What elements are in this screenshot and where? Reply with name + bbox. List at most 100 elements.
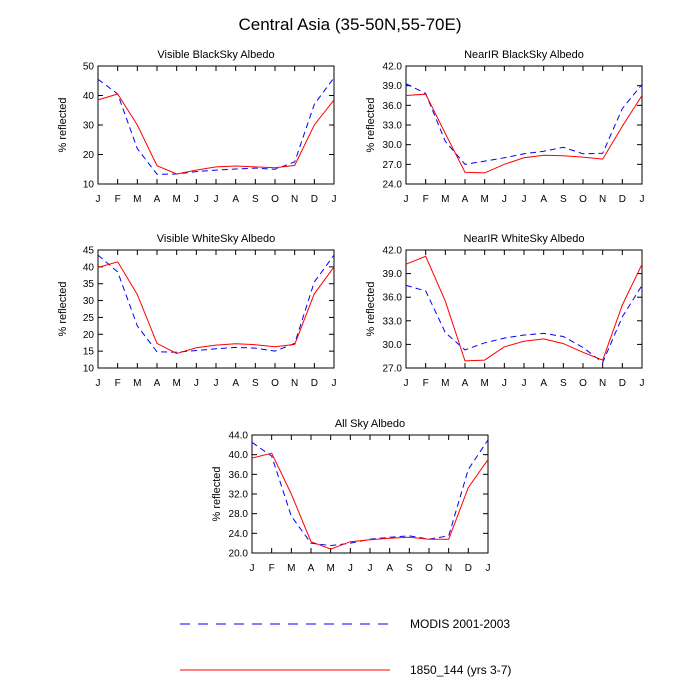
x-tick-label: M <box>480 194 488 205</box>
y-tick-label: 20 <box>83 330 95 341</box>
panel-title: NearIR BlackSky Albedo <box>464 49 584 61</box>
x-tick-label: A <box>540 378 547 389</box>
series-modis-line <box>97 254 335 353</box>
x-tick-label: D <box>311 378 318 389</box>
y-tick-label: 33.0 <box>383 121 403 132</box>
plot-frame <box>97 249 335 369</box>
x-tick-label: J <box>640 194 645 205</box>
x-tick-label: F <box>269 563 275 574</box>
series-modis-line <box>405 83 643 165</box>
series-model-line <box>405 255 643 362</box>
y-tick-label: 20.0 <box>229 549 249 560</box>
y-tick-label: 10 <box>83 364 95 375</box>
y-tick-label: 30.0 <box>383 340 403 351</box>
x-tick-label: M <box>441 378 449 389</box>
y-tick-label: 24.0 <box>383 180 403 191</box>
x-tick-label: N <box>599 194 606 205</box>
x-tick-label: J <box>522 378 527 389</box>
series-model-line <box>405 93 643 174</box>
x-tick-label: N <box>599 378 606 389</box>
x-tick-label: A <box>462 378 469 389</box>
x-tick-label: F <box>423 378 429 389</box>
y-tick-label: 40 <box>83 262 95 273</box>
x-tick-label: M <box>326 563 334 574</box>
y-tick-label: 39.0 <box>383 269 403 280</box>
x-tick-label: J <box>348 563 353 574</box>
x-tick-label: J <box>368 563 373 574</box>
legend: MODIS 2001-2003 1850_144 (yrs 3-7) <box>180 617 511 677</box>
y-tick-label: 15 <box>83 347 95 358</box>
y-tick-label: 42.0 <box>383 246 403 257</box>
panel-title: NearIR WhiteSky Albedo <box>463 233 584 245</box>
x-tick-label: J <box>214 378 219 389</box>
y-tick-label: 25 <box>83 313 95 324</box>
x-tick-label: O <box>425 563 433 574</box>
y-tick-label: 27.0 <box>383 364 403 375</box>
x-tick-label: M <box>133 378 141 389</box>
x-tick-label: D <box>465 563 472 574</box>
x-tick-label: J <box>486 563 491 574</box>
y-tick-label: 36.0 <box>229 470 249 481</box>
x-tick-label: A <box>540 194 547 205</box>
y-axis-label: % reflected <box>211 466 223 521</box>
x-tick-label: J <box>214 194 219 205</box>
x-tick-label: F <box>115 194 121 205</box>
x-tick-label: A <box>386 563 393 574</box>
x-tick-label: N <box>445 563 452 574</box>
y-axis-label: % reflected <box>57 97 69 152</box>
x-tick-label: M <box>480 378 488 389</box>
y-tick-label: 45 <box>83 246 95 257</box>
x-tick-label: S <box>252 378 259 389</box>
series-model-line <box>97 93 335 175</box>
x-tick-label: A <box>232 378 239 389</box>
y-tick-label: 28.0 <box>229 509 249 520</box>
x-tick-label: J <box>522 194 527 205</box>
x-tick-label: O <box>271 378 279 389</box>
y-tick-label: 42.0 <box>383 62 403 73</box>
legend-model-label: 1850_144 (yrs 3-7) <box>410 663 511 677</box>
x-tick-label: J <box>404 378 409 389</box>
y-tick-label: 27.0 <box>383 160 403 171</box>
x-tick-label: J <box>404 194 409 205</box>
y-tick-label: 36.0 <box>383 101 403 112</box>
x-tick-label: M <box>287 563 295 574</box>
series-modis-line <box>405 284 643 364</box>
x-tick-label: J <box>502 194 507 205</box>
x-tick-label: J <box>194 194 199 205</box>
x-tick-label: N <box>291 378 298 389</box>
y-tick-label: 32.0 <box>229 490 249 501</box>
panel-title: All Sky Albedo <box>335 418 405 430</box>
x-tick-label: O <box>579 378 587 389</box>
x-tick-label: F <box>115 378 121 389</box>
y-tick-label: 35 <box>83 279 95 290</box>
y-tick-label: 30 <box>83 121 95 132</box>
y-axis-label: % reflected <box>57 281 69 336</box>
y-tick-label: 39.0 <box>383 81 403 92</box>
x-tick-label: J <box>332 378 337 389</box>
x-tick-label: J <box>250 563 255 574</box>
x-tick-label: M <box>133 194 141 205</box>
x-tick-label: S <box>252 194 259 205</box>
x-tick-label: O <box>271 194 279 205</box>
x-tick-label: J <box>96 378 101 389</box>
x-tick-label: O <box>579 194 587 205</box>
x-tick-label: M <box>172 378 180 389</box>
x-tick-label: F <box>423 194 429 205</box>
x-tick-label: M <box>441 194 449 205</box>
y-tick-label: 30.0 <box>383 140 403 151</box>
x-tick-label: S <box>560 378 567 389</box>
series-modis-line <box>97 77 335 175</box>
x-tick-label: J <box>332 194 337 205</box>
y-tick-label: 50 <box>83 62 95 73</box>
x-tick-label: D <box>619 378 626 389</box>
x-tick-label: A <box>462 194 469 205</box>
y-tick-label: 10 <box>83 180 95 191</box>
x-tick-label: J <box>96 194 101 205</box>
plot-frame <box>251 434 489 554</box>
x-tick-label: M <box>172 194 180 205</box>
